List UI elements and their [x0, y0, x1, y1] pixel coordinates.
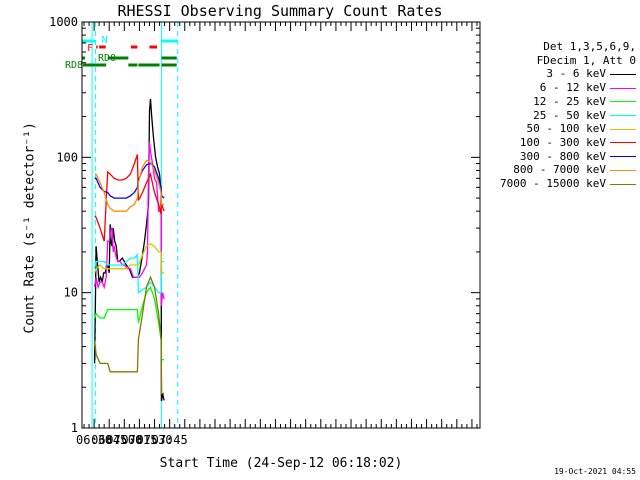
x-tick-label: 07:30 — [136, 433, 172, 447]
plot-lines — [91, 22, 179, 428]
legend-swatch — [610, 115, 636, 117]
legend-label: 300 - 800 keV — [519, 149, 606, 163]
legend-header-line: FDecim 1, Att 0 — [536, 53, 636, 67]
y-tick-label: 1 — [71, 421, 78, 435]
flag-bars: NF RD0 RD8 — [65, 35, 178, 71]
legend-entry: 6 - 12 keV — [484, 81, 636, 95]
legend-swatch — [610, 101, 636, 103]
legend-label: 25 - 50 keV — [533, 108, 606, 122]
legend-label: 100 - 300 keV — [519, 135, 606, 149]
legend-entry: 800 - 7000 keV — [484, 163, 636, 177]
series-line-8 — [93, 275, 165, 395]
x-tick-label: 07:15 — [121, 433, 157, 447]
legend-entry: 300 - 800 keV — [484, 150, 636, 164]
series-line-0 — [93, 98, 165, 402]
footer-timestamp: 19-Oct-2021 04:55 — [554, 467, 636, 476]
x-tick-label: 07:00 — [106, 433, 142, 447]
flag-label-n: N — [102, 35, 108, 46]
legend-swatch — [610, 169, 636, 171]
series-line-5 — [94, 154, 165, 242]
x-axis-label: Start Time (24-Sep-12 06:18:02) — [159, 456, 403, 471]
y-axis-label: Count Rate (s⁻¹ detector⁻¹) — [22, 122, 38, 334]
series-line-6 — [94, 162, 165, 199]
legend-entry: 50 - 100 keV — [484, 122, 636, 136]
flag-label-rd8: RD8 — [65, 60, 83, 71]
legend-swatch — [610, 183, 636, 185]
legend-items: 3 - 6 keV 6 - 12 keV 12 - 25 keV 25 - 50 ke… — [484, 67, 636, 190]
x-tick-label: 07:45 — [152, 433, 188, 447]
legend-label: 50 - 100 keV — [526, 122, 606, 136]
legend-label: 12 - 25 keV — [533, 94, 606, 108]
legend-header-line: Det 1,3,5,6,9, — [543, 40, 636, 53]
legend-entry: 12 - 25 keV — [484, 95, 636, 109]
legend-swatch — [610, 73, 636, 75]
legend-entry: 3 - 6 keV — [484, 67, 636, 81]
legend-swatch — [610, 128, 636, 130]
legend-entry: 25 - 50 keV — [484, 109, 636, 123]
legend-label: 800 - 7000 keV — [513, 163, 606, 177]
legend-swatch — [610, 156, 636, 158]
legend-label: 3 - 6 keV — [546, 67, 606, 81]
flag-label-rd0: RD0 — [98, 53, 116, 64]
x-tick-label: 06:45 — [91, 433, 127, 447]
series-line-1 — [93, 141, 165, 306]
legend-label: 7000 - 15000 keV — [500, 177, 606, 191]
series-line-7 — [94, 159, 165, 212]
legend: Det 1,3,5,6,9, FDecim 1, Att 0 3 - 6 keV… — [484, 40, 636, 191]
x-tick-label: 06:30 — [76, 433, 112, 447]
y-tick-label: 10 — [64, 286, 78, 300]
series-line-3 — [93, 253, 165, 294]
legend-swatch — [610, 87, 636, 89]
series-line-4 — [93, 242, 165, 274]
y-tick-label: 100 — [56, 150, 78, 164]
legend-entry: 7000 - 15000 keV — [484, 177, 636, 191]
legend-swatch — [610, 142, 636, 144]
legend-entry: 100 - 300 keV — [484, 136, 636, 150]
chart-title: RHESSI Observing Summary Count Rates — [117, 2, 443, 20]
y-tick-label: 1000 — [49, 15, 78, 29]
plot-frame — [81, 21, 481, 429]
flag-label-f: F — [87, 43, 93, 54]
legend-label: 6 - 12 keV — [539, 81, 606, 95]
series-line-2 — [93, 285, 165, 361]
